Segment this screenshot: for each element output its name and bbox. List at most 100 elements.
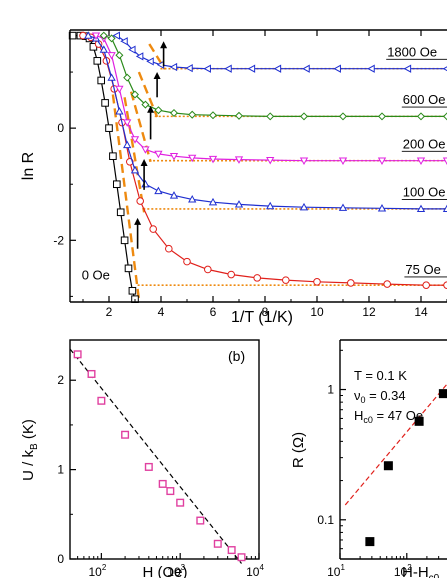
series-label: 600 Oe — [403, 92, 446, 107]
x-tick-label: 6 — [210, 305, 217, 319]
panel-c-y-label: R (Ω) — [290, 432, 307, 468]
data-point — [377, 157, 387, 166]
data-point — [377, 204, 387, 212]
data-point — [196, 516, 205, 525]
series-label: 200 Oe — [403, 136, 446, 151]
data-point — [130, 136, 140, 144]
series-line — [87, 35, 447, 210]
x-tick-label: 4 — [158, 305, 165, 319]
data-point — [99, 31, 108, 40]
x-tick-label: 102 — [88, 563, 106, 578]
data-point — [120, 37, 128, 46]
panel-c-annotation-hc0-main: H — [354, 408, 363, 423]
data-point — [154, 150, 163, 159]
data-point — [109, 152, 117, 160]
data-point — [266, 112, 275, 121]
data-point — [91, 32, 101, 40]
panel-c-annotation-temperature: T = 0.1 K — [354, 368, 407, 383]
panel-a-series — [68, 31, 447, 303]
data-point — [154, 106, 163, 115]
data-point — [124, 264, 133, 273]
data-point — [438, 389, 447, 399]
data-point — [403, 64, 412, 73]
panel-c-annotation-hc0-sub: c0 — [363, 415, 373, 425]
panel-b-frame — [69, 339, 260, 560]
data-point — [234, 111, 244, 120]
x-tick-exponent: 1 — [340, 563, 345, 572]
data-point — [208, 197, 218, 206]
x-tick-label: 101 — [327, 563, 345, 578]
x-tick-base: 10 — [394, 565, 408, 578]
data-point — [224, 64, 232, 73]
data-point — [115, 51, 124, 60]
data-point — [93, 57, 102, 65]
data-point — [141, 100, 150, 109]
data-point — [188, 154, 197, 163]
data-point — [112, 31, 120, 40]
panel-c-annotations: T = 0.1 K ν0 = 0.34 Hc0 = 47 Oe — [354, 368, 423, 425]
data-point — [113, 180, 121, 189]
data-point — [299, 112, 309, 121]
x-tick-label: 2 — [106, 305, 113, 319]
data-point — [443, 281, 447, 289]
panel-b-fit — [69, 348, 242, 564]
data-point — [149, 225, 157, 233]
x-tick-label: 102 — [394, 563, 412, 578]
data-point — [169, 62, 178, 72]
panel-c-fit — [344, 383, 447, 506]
x-tick-label: 8 — [262, 305, 269, 319]
x-tick-base: 10 — [327, 565, 341, 578]
fit-line — [69, 348, 242, 564]
y-tick-label: 1 — [327, 383, 334, 397]
x-tick-exponent: 2 — [407, 563, 412, 572]
data-point — [169, 191, 179, 199]
data-point — [97, 396, 106, 405]
data-point — [347, 279, 355, 287]
panel-b-y-label-unit: (K) — [20, 419, 37, 443]
data-point — [442, 204, 447, 213]
data-point — [165, 244, 173, 253]
data-point — [227, 270, 235, 279]
data-point — [146, 57, 154, 66]
panel-b-y-label: U / kB (K) — [20, 419, 40, 481]
data-point — [365, 537, 375, 547]
panel-c-annotation-temperature-text: T = 0.1 K — [354, 368, 407, 383]
data-point — [422, 281, 431, 289]
data-point — [237, 553, 246, 562]
data-point — [115, 106, 124, 115]
fit-line — [344, 383, 447, 506]
data-point — [416, 157, 426, 166]
data-point — [333, 64, 341, 73]
arrow-head — [153, 72, 161, 80]
data-point — [105, 124, 113, 132]
data-point — [135, 52, 144, 61]
panel-a-x-label: 1/T (1/K) — [231, 309, 293, 326]
crossover-dashed-line — [129, 91, 152, 163]
series-line — [72, 34, 136, 300]
data-point — [247, 64, 256, 73]
data-point — [107, 52, 116, 60]
series-label: 1800 Oe — [387, 44, 437, 59]
data-point — [183, 257, 191, 266]
data-point — [120, 236, 129, 245]
x-tick-base: 10 — [167, 565, 181, 578]
panel-c-annotation-hc0-rest: = 47 Oe — [373, 408, 423, 423]
crossover-dashed-line — [123, 97, 146, 213]
panel-c-annotation-hc0: Hc0 = 47 Oe — [354, 408, 423, 425]
data-point — [234, 156, 244, 164]
panel-c-annotation-nu-sub: 0 — [361, 395, 366, 405]
x-tick-base: 10 — [246, 565, 260, 578]
arrow-head — [147, 105, 155, 113]
panel-c-annotation-nu: ν0 = 0.34 — [354, 388, 406, 405]
data-point — [169, 108, 179, 118]
data-point — [416, 204, 426, 213]
panel-b-y-label-main: U / k — [20, 450, 37, 481]
x-tick-base: 10 — [88, 565, 102, 578]
data-point — [299, 157, 309, 166]
series-label: 100 Oe — [403, 185, 446, 200]
x-tick-exponent: 2 — [102, 563, 107, 572]
data-point — [377, 112, 387, 121]
